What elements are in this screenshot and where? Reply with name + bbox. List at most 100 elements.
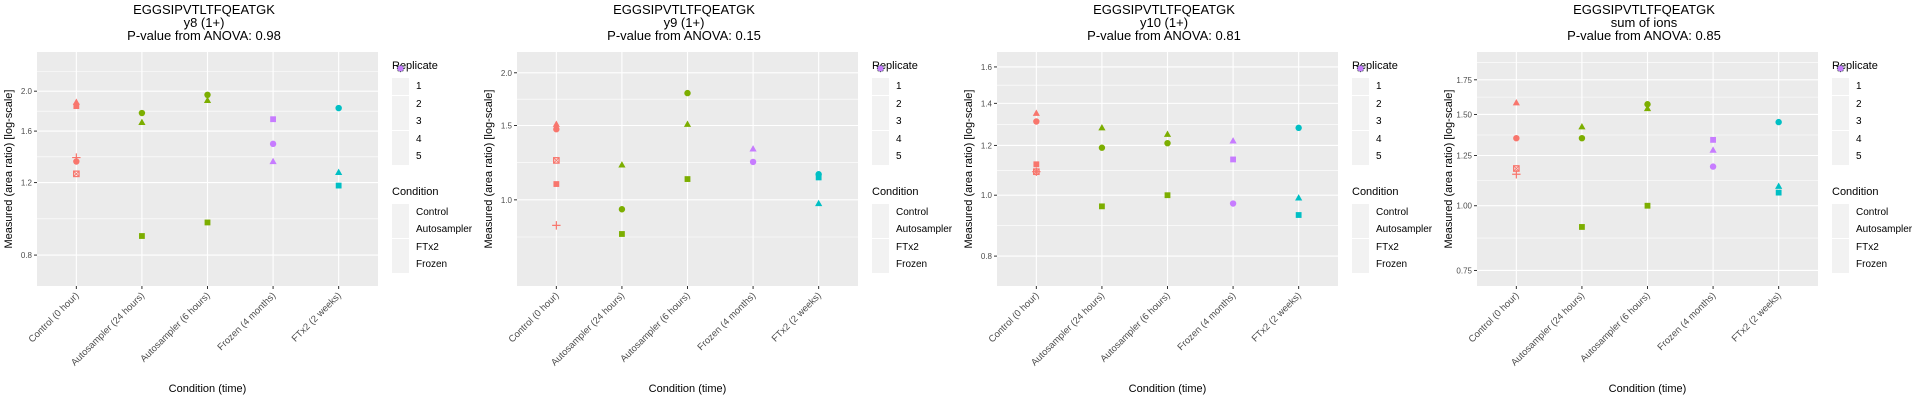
legend-key	[1352, 64, 1369, 148]
data-point	[1099, 203, 1105, 210]
legend-item-replicate: 1	[872, 65, 952, 96]
x-tick-label: Autosampler (6 hours)	[138, 290, 212, 364]
chart-pvalue: P-value from ANOVA: 0.98	[127, 28, 281, 43]
legend-key	[1832, 64, 1849, 148]
data-point	[269, 157, 277, 165]
legend-item-condition: FTx2	[1832, 65, 1912, 257]
legend-item-replicate: 5	[1832, 65, 1912, 166]
legend-item-replicate: 1	[1352, 65, 1432, 96]
legend-label: Control	[1376, 206, 1409, 218]
legend-item-replicate: 1	[392, 65, 472, 96]
data-point	[1295, 124, 1302, 132]
data-point	[73, 158, 80, 165]
y-tick-label: 0.8	[21, 251, 33, 260]
data-point	[1578, 134, 1586, 142]
legend-title-condition: Condition	[872, 185, 919, 198]
legend-key	[1352, 65, 1369, 221]
legend-label: FTx2	[1856, 241, 1879, 253]
chart-subtitle: y9 (1+)	[663, 15, 705, 30]
data-point	[552, 221, 561, 230]
y-tick-label: 1.75	[1456, 76, 1472, 85]
legend-label: 4	[896, 133, 902, 145]
x-tick-label: Control (0 hour)	[1467, 290, 1522, 345]
data-point	[1033, 161, 1040, 168]
data-point	[1710, 136, 1716, 143]
legend-key	[392, 65, 409, 274]
data-point	[1229, 137, 1237, 144]
data-point	[1295, 212, 1302, 218]
legend-item-replicate: 1	[1832, 65, 1912, 96]
data-point	[618, 206, 626, 213]
chart-subtitle: y10 (1+)	[1139, 15, 1189, 30]
data-point	[815, 199, 823, 207]
legend-label: Autosampler	[1376, 224, 1433, 236]
data-point	[1644, 202, 1651, 209]
x-tick-label: Autosampler (24 hours)	[1509, 290, 1587, 368]
data-point	[1512, 98, 1520, 106]
legend-item-replicate: 3	[392, 66, 472, 131]
legend-label: 1	[1376, 81, 1382, 93]
legend-key	[392, 65, 409, 239]
data-point	[619, 231, 625, 237]
data-point	[1643, 104, 1652, 112]
data-point	[553, 126, 560, 133]
legend-label: 3	[1376, 116, 1382, 128]
data-point	[1164, 192, 1171, 199]
x-tick-label: Frozen (4 months)	[696, 290, 759, 353]
data-point	[1775, 182, 1783, 189]
chart-panel-2: EGGSIPVTLTFQEATGK y9 (1+) P-value from ANO…	[480, 0, 960, 400]
legend-key	[1352, 65, 1369, 166]
chart-pvalue: P-value from ANOVA: 0.81	[1087, 28, 1241, 43]
x-axis-title: Condition (time)	[1609, 383, 1687, 395]
legend-key	[1832, 65, 1849, 96]
legend-key	[1352, 65, 1369, 113]
legend-key	[1352, 65, 1369, 239]
data-point	[1229, 200, 1237, 207]
legend-label: 1	[416, 81, 422, 93]
legend-label: 5	[1376, 151, 1382, 163]
legend: Replicate 1 2 3 4 5 Condition Control Autosample…	[1832, 60, 1912, 274]
legend-item-replicate: 4	[1832, 64, 1912, 149]
y-tick-label: 1.6	[981, 63, 993, 72]
legend-title-condition: Condition	[392, 185, 439, 198]
data-point	[269, 140, 277, 148]
x-tick-label: Frozen (4 months)	[1176, 290, 1239, 353]
legend-label: 2	[896, 98, 902, 110]
x-tick-label: Autosampler (6 hours)	[618, 290, 692, 364]
chart-title: EGGSIPVTLTFQEATGK	[613, 2, 755, 17]
chart-title: EGGSIPVTLTFQEATGK	[133, 2, 275, 17]
x-tick-label: Autosampler (24 hours)	[549, 290, 627, 368]
data-point	[1709, 146, 1717, 153]
y-tick-label: 2.0	[501, 69, 513, 78]
legend-label: 3	[416, 116, 422, 128]
chart-pvalue: P-value from ANOVA: 0.85	[1567, 28, 1721, 43]
legend-label: 5	[416, 151, 422, 163]
legend: Replicate 1 2 3 4 5 Condition Control Autosample…	[872, 60, 952, 274]
y-tick-label: 1.4	[981, 99, 993, 108]
legend-key	[1832, 66, 1849, 131]
legend-key	[872, 65, 889, 96]
legend-key	[392, 65, 409, 113]
data-points	[1032, 109, 1303, 218]
legend-key	[872, 65, 889, 239]
legend-item-replicate: 2	[872, 65, 952, 114]
data-point	[1578, 123, 1586, 130]
legend-key	[1352, 66, 1369, 131]
legend-key	[872, 65, 889, 221]
data-point	[1033, 118, 1040, 125]
x-tick-label: Autosampler (24 hours)	[69, 290, 147, 368]
legend-label: Control	[896, 206, 929, 218]
data-point	[138, 109, 146, 117]
legend-label: 3	[1856, 116, 1862, 128]
y-tick-label: 1.00	[1456, 202, 1472, 211]
legend-label: Autosampler	[416, 224, 473, 236]
data-points	[552, 89, 823, 237]
legend-label: Control	[416, 206, 449, 218]
legend: Replicate 1 2 3 4 5 Condition Control Autosample…	[1352, 60, 1432, 274]
x-tick-label: Control (0 hour)	[987, 290, 1042, 345]
y-tick-label: 1.50	[1456, 110, 1472, 119]
x-tick-label: Control (0 hour)	[507, 290, 562, 345]
y-tick-label: 1.0	[981, 191, 993, 200]
x-tick-label: Autosampler (6 hours)	[1098, 290, 1172, 364]
